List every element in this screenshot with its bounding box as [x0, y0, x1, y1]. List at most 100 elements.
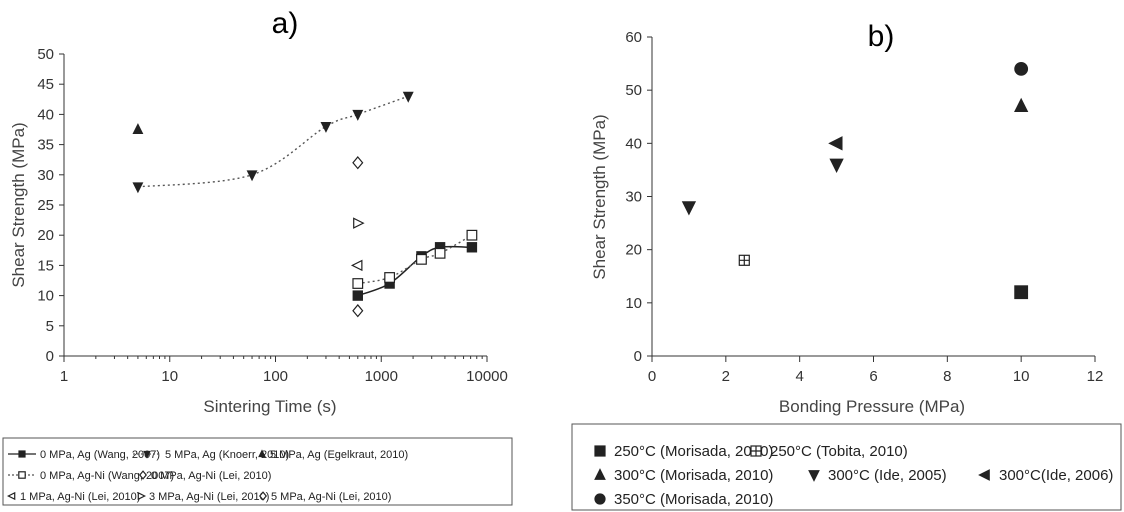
panel-a-axes [63, 54, 487, 357]
panel-b-legend-box [571, 423, 1122, 511]
panel-a-lines [137, 95, 473, 297]
panel-a-y-tick-label: 30 [37, 167, 54, 184]
panel-b-data-point [1014, 285, 1029, 300]
panel-a-data-point [132, 182, 144, 194]
panel-b-x-tick-label: 6 [869, 368, 877, 385]
panel-a-legend-label: 5 MPa, Ag-Ni (Lei, 2010) [271, 491, 391, 503]
panel-a-legend-label: 0 MPa, Ag (Wang, 2007) [40, 449, 160, 461]
panel-b-legend-marker [750, 445, 762, 457]
panel-a-x-tick-label: 10 [161, 368, 178, 385]
panel-b-y-tick-label: 30 [625, 189, 642, 206]
panel-a-y-tick-label: 5 [46, 318, 54, 335]
panel-a-series-line [137, 95, 409, 188]
panel-a-data-point [466, 229, 478, 241]
panel-a-legend-label: 1 MPa, Ag-Ni (Lei, 2010) [20, 491, 140, 503]
panel-a-label: a) [272, 7, 299, 40]
panel-b-data-point [738, 254, 750, 266]
panel-b-data-point [828, 136, 843, 151]
panel-a-data-point [466, 242, 478, 253]
panel-a-y-tick-label: 35 [37, 137, 54, 154]
panel-b-legend-label: 250°C (Morisada, 2010) [614, 443, 773, 460]
panel-b-legend-label: 300°C(Ide, 2006) [999, 467, 1113, 484]
panel-b-legend-label: 300°C (Ide, 2005) [828, 467, 947, 484]
panel-b-x-tick-label: 8 [943, 368, 951, 385]
panel-b-y-tick-label: 40 [625, 135, 642, 152]
panel-b-data-point [681, 201, 697, 216]
panel-b-ticks: 0 10 20 30 40 50 60 0 2 4 6 8 10 12 [625, 29, 1103, 385]
panel-b-label: b) [868, 20, 895, 53]
panel-a-legend-marker [258, 449, 266, 458]
panel-a-data-point [350, 259, 363, 272]
panel-a-y-axis-title: Shear Strength (MPa) [9, 122, 28, 287]
panel-a-series-line [357, 234, 473, 285]
panel-a-legend-label: 3 MPa, Ag-Ni (Lei, 2010) [149, 491, 269, 503]
panel-a-data-point [416, 253, 427, 265]
panel-a-y-tick-label: 0 [46, 348, 54, 365]
panel-a-x-tick-label: 1 [60, 368, 68, 385]
panel-a-y-tick-label: 40 [37, 106, 54, 123]
panel-b-x-tick-label: 12 [1087, 368, 1104, 385]
panel-b-y-tick-label: 60 [625, 29, 642, 46]
panel-a-legend-box [2, 437, 513, 506]
panel-b-y-tick-label: 50 [625, 82, 642, 99]
panel-a-legend-marker [6, 491, 16, 501]
panel-a-legend-marker [137, 491, 147, 501]
panel-a-data-point [434, 247, 446, 259]
panel-a-series-line [357, 245, 472, 297]
panel-a-y-tick-label: 25 [37, 197, 54, 214]
panel-a-data-point [320, 122, 332, 133]
panel-b-y-tick-label: 10 [625, 295, 642, 312]
panel-a-legend-marker [259, 491, 267, 501]
panel-a-legend-marker [18, 450, 26, 458]
panel-a-data-point [352, 278, 364, 289]
panel-b-x-tick-label: 4 [795, 368, 803, 385]
panel-a-y-tick-label: 20 [37, 227, 54, 244]
panel-b-legend-marker [594, 445, 606, 457]
panel-a-data-point [402, 91, 414, 103]
panel-a-data-point [352, 290, 363, 301]
panel-b-y-tick-label: 0 [634, 348, 642, 365]
panel-b-y-tick-label: 20 [625, 242, 642, 259]
panel-a-legend-marker [139, 470, 147, 480]
panel-b-data-point [1014, 62, 1029, 76]
panel-a-y-tick-label: 50 [37, 46, 54, 63]
panel-b-legend-label: 250°C (Tobita, 2010) [770, 443, 908, 460]
panel-a-data-point [353, 217, 365, 229]
panel-a-marks [132, 91, 478, 318]
panel-a-legend-marker [18, 471, 26, 479]
panel-a-data-point [384, 272, 396, 283]
panel-a-data-point [246, 170, 258, 182]
panel-a-y-tick-label: 45 [37, 76, 54, 93]
panel-b-marks [681, 62, 1029, 300]
panel-a-data-point [352, 109, 364, 121]
panel-a-x-tick-label: 1000 [365, 368, 398, 385]
panel-a-legend-label: 0 MPa, Ag-Ni (Lei, 2010) [151, 470, 271, 482]
panel-a-legend-label: 5 MPa, Ag (Knoerr, 2010) [165, 449, 289, 461]
panel-b-legend-marker [594, 493, 606, 505]
panel-b-x-axis-title: Bonding Pressure (MPa) [779, 397, 965, 416]
panel-b-y-axis-title: Shear Strength (MPa) [590, 114, 609, 279]
panel-b-x-tick-label: 0 [648, 368, 656, 385]
panel-a: a) 0 5 10 15 20 25 30 35 40 45 50 1 10 100 1000 10000 S… [2, 7, 513, 506]
panel-b-legend-label: 300°C (Morisada, 2010) [614, 467, 773, 484]
panel-a-data-point [132, 123, 144, 134]
panel-a-x-tick-label: 10000 [466, 368, 508, 385]
panel-a-data-point [352, 304, 364, 318]
panel-b-x-tick-label: 2 [722, 368, 730, 385]
panel-a-x-axis-title: Sintering Time (s) [203, 397, 336, 416]
panel-a-legend-label: 5 MPa, Ag (Egelkraut, 2010) [270, 449, 408, 461]
panel-a-legend: 0 MPa, Ag (Wang, 2007) 5 MPa, Ag (Knoerr,… [2, 437, 513, 506]
panel-b-legend: 250°C (Morisada, 2010)250°C (Tobita, 201… [571, 423, 1122, 511]
panel-b-x-tick-label: 10 [1013, 368, 1030, 385]
panel-a-y-tick-label: 15 [37, 257, 54, 274]
panel-b-axes [651, 37, 1095, 357]
panel-b: b) 0 10 20 30 40 50 60 0 2 4 6 8 10 12 Bonding Pressu… [571, 20, 1122, 511]
panel-a-legend-marker [143, 450, 151, 459]
panel-b-legend-marker [594, 468, 606, 480]
panel-a-legend-label: 0 MPa, Ag-Ni (Wang, 2007) [40, 470, 174, 482]
panel-b-data-point [829, 158, 844, 173]
panel-b-data-point [1014, 97, 1029, 113]
panel-b-legend-marker [808, 470, 820, 482]
